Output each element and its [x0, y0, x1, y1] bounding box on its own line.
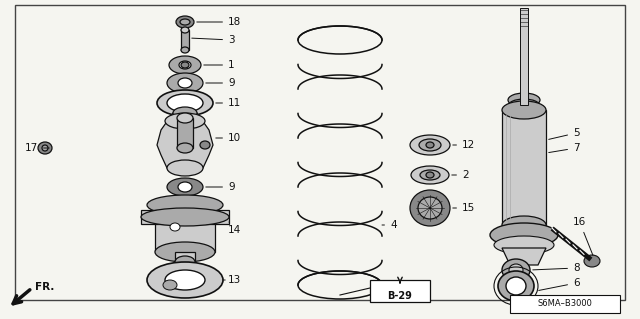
Ellipse shape: [38, 142, 52, 154]
Text: 14: 14: [228, 222, 241, 235]
Text: 8: 8: [532, 263, 580, 273]
Ellipse shape: [175, 256, 195, 268]
Ellipse shape: [494, 236, 554, 254]
Ellipse shape: [177, 113, 193, 123]
Ellipse shape: [410, 190, 450, 226]
Text: B-29: B-29: [388, 291, 412, 301]
Text: 11: 11: [216, 98, 241, 108]
Bar: [155, 205, 215, 252]
Text: FR.: FR.: [35, 282, 54, 292]
Ellipse shape: [147, 195, 223, 215]
Ellipse shape: [179, 61, 191, 69]
Ellipse shape: [165, 270, 205, 290]
Polygon shape: [157, 113, 213, 168]
Ellipse shape: [419, 139, 441, 151]
Text: 1: 1: [204, 60, 235, 70]
Ellipse shape: [418, 197, 442, 219]
Bar: [520, 8, 528, 105]
Ellipse shape: [167, 178, 203, 196]
Text: 17: 17: [25, 143, 49, 153]
Ellipse shape: [157, 90, 213, 116]
Text: 12: 12: [452, 140, 476, 150]
Text: 2: 2: [452, 170, 468, 180]
Bar: [181, 30, 189, 50]
Text: 15: 15: [452, 203, 476, 213]
Ellipse shape: [176, 16, 194, 28]
Bar: [175, 252, 195, 262]
Polygon shape: [502, 248, 546, 265]
Ellipse shape: [141, 208, 229, 226]
Bar: [370, 280, 430, 302]
Text: S6MA–B3000: S6MA–B3000: [538, 300, 593, 308]
Ellipse shape: [426, 142, 434, 148]
Ellipse shape: [508, 99, 540, 113]
Ellipse shape: [426, 172, 434, 178]
Text: 7: 7: [548, 143, 580, 153]
Bar: [502, 110, 546, 225]
Text: 13: 13: [223, 275, 241, 285]
Ellipse shape: [420, 170, 440, 180]
Ellipse shape: [509, 264, 523, 276]
Ellipse shape: [411, 166, 449, 184]
Text: 10: 10: [216, 133, 241, 143]
Ellipse shape: [498, 271, 534, 301]
Ellipse shape: [200, 141, 210, 149]
Ellipse shape: [502, 259, 530, 281]
Ellipse shape: [165, 113, 205, 129]
Ellipse shape: [170, 223, 180, 231]
Ellipse shape: [167, 73, 203, 93]
Ellipse shape: [502, 216, 546, 234]
Bar: [510, 295, 620, 313]
Bar: [141, 210, 229, 224]
Ellipse shape: [167, 94, 203, 112]
Ellipse shape: [410, 135, 450, 155]
Text: 5: 5: [548, 128, 580, 139]
Ellipse shape: [177, 143, 193, 153]
Ellipse shape: [163, 280, 177, 290]
Ellipse shape: [490, 223, 558, 247]
Text: 3: 3: [192, 35, 235, 45]
Text: 18: 18: [196, 17, 241, 27]
Ellipse shape: [42, 145, 48, 151]
Text: 6: 6: [539, 278, 580, 291]
Ellipse shape: [502, 101, 546, 119]
Ellipse shape: [584, 255, 600, 267]
Ellipse shape: [173, 107, 197, 119]
Text: 9: 9: [206, 78, 235, 88]
Ellipse shape: [181, 62, 189, 68]
Ellipse shape: [169, 56, 201, 74]
Ellipse shape: [181, 27, 189, 33]
Ellipse shape: [178, 78, 192, 88]
Ellipse shape: [178, 182, 192, 192]
Bar: [177, 118, 193, 148]
Ellipse shape: [147, 262, 223, 298]
Ellipse shape: [181, 47, 189, 53]
Ellipse shape: [167, 160, 203, 176]
Text: 9: 9: [206, 182, 235, 192]
Ellipse shape: [155, 242, 215, 262]
Ellipse shape: [506, 277, 526, 295]
Text: 16: 16: [573, 217, 593, 256]
Text: 4: 4: [382, 220, 397, 230]
Ellipse shape: [508, 93, 540, 107]
Ellipse shape: [180, 19, 190, 25]
